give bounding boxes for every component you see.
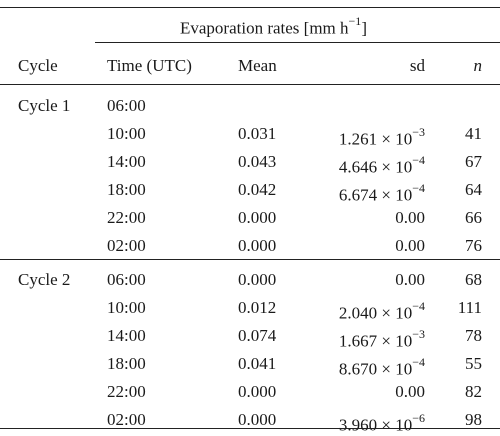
sd-cell: 0.00 <box>395 236 425 256</box>
sd-cell: 3.960 × 10−6 <box>339 410 425 436</box>
sd-cell: 6.674 × 10−4 <box>339 180 425 206</box>
header-n: n <box>473 56 483 75</box>
sd-times-ten: × 10 <box>377 185 413 205</box>
n-cell: 98 <box>465 410 482 429</box>
sd-times-ten: × 10 <box>377 359 413 379</box>
sd-exponent: −6 <box>412 411 425 425</box>
sd-mantissa: 1.261 <box>338 129 378 149</box>
sd-times-ten: × 10 <box>377 303 413 323</box>
sd-times-ten: × 10 <box>377 331 413 351</box>
cycle-label: Cycle 2 <box>18 270 71 289</box>
n-cell: 55 <box>465 354 482 373</box>
n-cell: 66 <box>465 208 482 227</box>
sd-times-ten: × 10 <box>377 129 413 149</box>
mean-cell: 0.041 <box>238 354 277 373</box>
sd-mantissa: 2.040 <box>338 303 378 323</box>
sd-mantissa: 6.674 <box>338 185 378 205</box>
sd-cell: 2.040 × 10−4 <box>339 298 425 324</box>
header-mean: Mean <box>238 56 277 75</box>
time-cell: 10:00 <box>107 298 146 317</box>
mean-cell: 0.042 <box>238 180 277 199</box>
super-header-exponent: −1 <box>348 14 362 28</box>
time-cell: 02:00 <box>107 410 146 429</box>
n-cell: 64 <box>465 180 482 199</box>
mean-cell: 0.043 <box>238 152 277 171</box>
bottom-rule <box>0 428 500 429</box>
mean-cell: 0.000 <box>238 410 277 429</box>
n-cell: 111 <box>457 298 482 317</box>
sd-mantissa: 0.00 <box>395 208 425 227</box>
mean-cell: 0.012 <box>238 298 277 317</box>
sd-mantissa: 0.00 <box>395 236 425 255</box>
n-cell: 67 <box>465 152 482 171</box>
cycle-label: Cycle 1 <box>18 96 71 115</box>
sd-cell: 0.00 <box>395 382 425 402</box>
time-cell: 06:00 <box>107 270 146 289</box>
group-divider-rule <box>0 259 500 260</box>
sd-mantissa: 8.670 <box>338 359 378 379</box>
time-cell: 22:00 <box>107 208 146 227</box>
sd-mantissa: 3.960 <box>338 415 378 435</box>
header-cycle: Cycle <box>18 56 58 75</box>
header-rule <box>0 84 500 85</box>
sd-mantissa: 1.667 <box>338 331 378 351</box>
sd-exponent: −4 <box>412 181 425 195</box>
n-cell: 82 <box>465 382 482 401</box>
mean-cell: 0.000 <box>238 236 277 255</box>
time-cell: 22:00 <box>107 382 146 401</box>
mean-cell: 0.000 <box>238 270 277 289</box>
sd-mantissa: 4.646 <box>338 157 378 177</box>
n-cell: 68 <box>465 270 482 289</box>
sd-cell: 1.261 × 10−3 <box>339 124 425 150</box>
sd-cell: 0.00 <box>395 270 425 290</box>
sd-times-ten: × 10 <box>377 415 413 435</box>
sd-cell: 8.670 × 10−4 <box>339 354 425 380</box>
sd-exponent: −4 <box>412 153 425 167</box>
mean-cell: 0.000 <box>238 208 277 227</box>
time-cell: 10:00 <box>107 124 146 143</box>
time-cell: 18:00 <box>107 180 146 199</box>
super-header-text: Evaporation rates [mm h <box>180 18 349 38</box>
header-time: Time (UTC) <box>107 56 192 75</box>
sd-mantissa: 0.00 <box>395 382 425 401</box>
sd-times-ten: × 10 <box>377 157 413 177</box>
super-header: Evaporation rates [mm h−1] <box>180 13 367 39</box>
mean-cell: 0.000 <box>238 382 277 401</box>
sd-exponent: −4 <box>412 355 425 369</box>
super-header-close: ] <box>361 18 367 38</box>
n-cell: 41 <box>465 124 482 143</box>
time-cell: 14:00 <box>107 326 146 345</box>
time-cell: 06:00 <box>107 96 146 115</box>
mean-cell: 0.074 <box>238 326 277 345</box>
sd-cell: 1.667 × 10−3 <box>339 326 425 352</box>
sd-exponent: −3 <box>412 125 425 139</box>
time-cell: 02:00 <box>107 236 146 255</box>
mean-cell: 0.031 <box>238 124 277 143</box>
n-cell: 76 <box>465 236 482 255</box>
top-rule <box>0 7 500 8</box>
header-sd: sd <box>409 56 425 75</box>
sd-cell: 4.646 × 10−4 <box>339 152 425 178</box>
time-cell: 18:00 <box>107 354 146 373</box>
sd-exponent: −3 <box>412 327 425 341</box>
super-header-rule <box>95 42 500 43</box>
sd-cell: 0.00 <box>395 208 425 228</box>
time-cell: 14:00 <box>107 152 146 171</box>
n-cell: 78 <box>465 326 482 345</box>
sd-exponent: −4 <box>412 299 425 313</box>
sd-mantissa: 0.00 <box>395 270 425 289</box>
